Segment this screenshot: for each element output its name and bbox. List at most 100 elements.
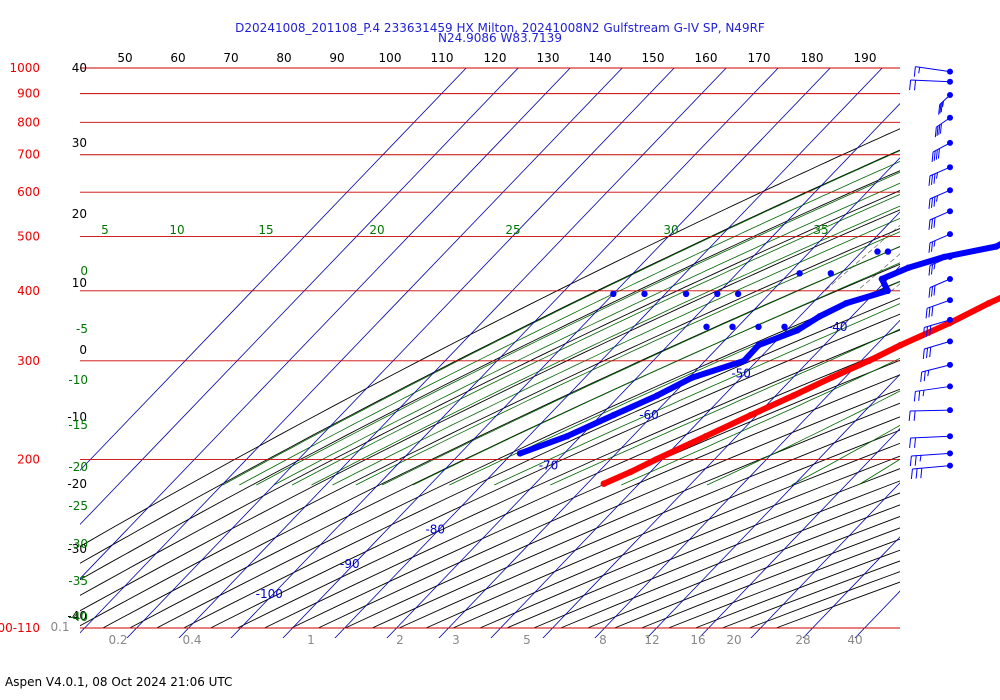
dewpoint-scatter-point [755, 323, 762, 330]
dewpoint-scatter-point [729, 323, 736, 330]
dry-adiabat [210, 313, 900, 629]
left-temperature-tick: -40 [67, 609, 87, 623]
mixing-ratio-label: 20 [726, 633, 741, 647]
dewpoint-scatter-point [641, 290, 648, 298]
moist-adiabat-top-label: 15 [258, 223, 273, 237]
dry-adiabat [80, 149, 900, 564]
moist-adiabat [449, 281, 900, 486]
pressure-tick-label: 800 [17, 115, 40, 129]
left-temperature-tick: -10 [67, 410, 87, 424]
left-temperature-tick: 10 [72, 276, 87, 290]
mixing-ratio-label: 12 [644, 633, 659, 647]
footer-version: Aspen V4.0.1, 08 Oct 2024 21:06 UTC [5, 675, 233, 689]
dewpoint-scatter-point [610, 290, 617, 298]
mixing-ratio-label: 28 [795, 633, 810, 647]
dewpoint-trace [517, 241, 1000, 457]
isotherm [750, 482, 900, 638]
dewpoint-scatter-point [874, 248, 881, 255]
moist-adiabat [311, 205, 900, 486]
dewpoint-scatter-point [682, 290, 690, 298]
dewpoint-point [816, 313, 823, 320]
temperature-point [600, 480, 607, 487]
moist-adiabat-label: -10 [68, 373, 88, 387]
temperature-point [985, 300, 992, 307]
moist-adiabat [239, 161, 900, 486]
diagram-grid [80, 68, 900, 638]
dry-adiabat [749, 571, 900, 629]
moist-adiabat-label: -5 [76, 322, 88, 336]
moist-adiabat-top-label: 10 [169, 223, 184, 237]
moist-adiabat-top-label: 5 [101, 223, 109, 237]
mixing-ratio-label: 0.2 [108, 633, 127, 647]
top-temperature-tick: 110 [431, 51, 454, 65]
mixing-ratio-label: 0.1 [50, 620, 69, 634]
dewpoint-point [755, 341, 762, 349]
dewpoint-point [740, 357, 748, 364]
isotherm-label: -80 [425, 522, 445, 536]
isotherm [490, 211, 900, 638]
dry-adiabat [156, 280, 900, 629]
dry-adiabat [560, 492, 900, 629]
left-temperature-tick: 30 [72, 136, 87, 150]
moist-adiabat [355, 231, 900, 486]
left-temperature-tick: -20 [67, 477, 87, 491]
moist-adiabat [412, 262, 900, 486]
isotherm [646, 373, 900, 638]
isotherm-label: -60 [639, 408, 659, 422]
dewpoint-point [688, 374, 696, 381]
moist-adiabat [494, 303, 900, 486]
pressure-tick-label: 900 [17, 87, 40, 101]
dry-adiabat [479, 455, 900, 629]
isotherm-label: -70 [539, 459, 559, 473]
isotherm [698, 428, 900, 638]
wind-barb [909, 450, 953, 467]
dewpoint-scatter-point [734, 290, 742, 298]
dry-adiabat [183, 297, 900, 629]
temperature-point [653, 456, 660, 463]
dewpoint-scatter-point [827, 270, 834, 277]
isotherm [438, 157, 900, 638]
dry-adiabat [291, 359, 900, 629]
dry-adiabat [80, 190, 900, 596]
wind-barb [908, 407, 953, 421]
isotherm [230, 68, 779, 638]
temperature-trace [600, 294, 1000, 487]
wind-barb [922, 338, 953, 360]
left-temperature-tick: 20 [72, 207, 87, 221]
dewpoint-scatter-point [714, 290, 721, 298]
dewpoint-point [905, 264, 912, 271]
wind-barb [925, 297, 953, 319]
top-temperature-tick: 90 [329, 51, 344, 65]
dry-adiabat [776, 581, 900, 629]
dewpoint-point [884, 287, 891, 294]
moist-adiabat-top-label: 25 [505, 223, 520, 237]
top-temperature-tick: 50 [117, 51, 132, 65]
top-temperature-tick: 190 [854, 51, 877, 65]
top-temperature-tick: 70 [223, 51, 238, 65]
top-temperature-tick: 180 [801, 51, 824, 65]
dry-adiabat [80, 209, 900, 612]
isotherm [80, 68, 571, 580]
top-temperature-tick: 170 [748, 51, 771, 65]
pressure-tick-label: 100-110 [0, 621, 40, 635]
pressure-tick-label: 600 [17, 185, 40, 199]
top-temperature-tick: 130 [537, 51, 560, 65]
dry-adiabat [80, 170, 900, 581]
pressure-tick-label: 300 [17, 354, 40, 368]
dewpoint-point [516, 450, 524, 457]
moist-adiabat-label: -25 [68, 499, 88, 513]
mixing-ratio-label: 1 [307, 633, 315, 647]
temperature-point [865, 357, 873, 364]
dry-adiabat [237, 329, 900, 629]
chart-title: D20241008_201108_P.4 233631459 HX Milton… [235, 21, 765, 35]
isotherm [386, 103, 900, 638]
wind-barb [938, 91, 953, 115]
top-temperature-tick: 60 [170, 51, 185, 65]
isotherm [802, 536, 900, 638]
dry-adiabat [506, 468, 900, 629]
moist-adiabat-top-label: 30 [663, 223, 678, 237]
isotherm [80, 68, 467, 471]
wind-barb [928, 164, 953, 186]
dewpoint-scatter-point [884, 248, 892, 255]
isotherm [282, 68, 831, 638]
